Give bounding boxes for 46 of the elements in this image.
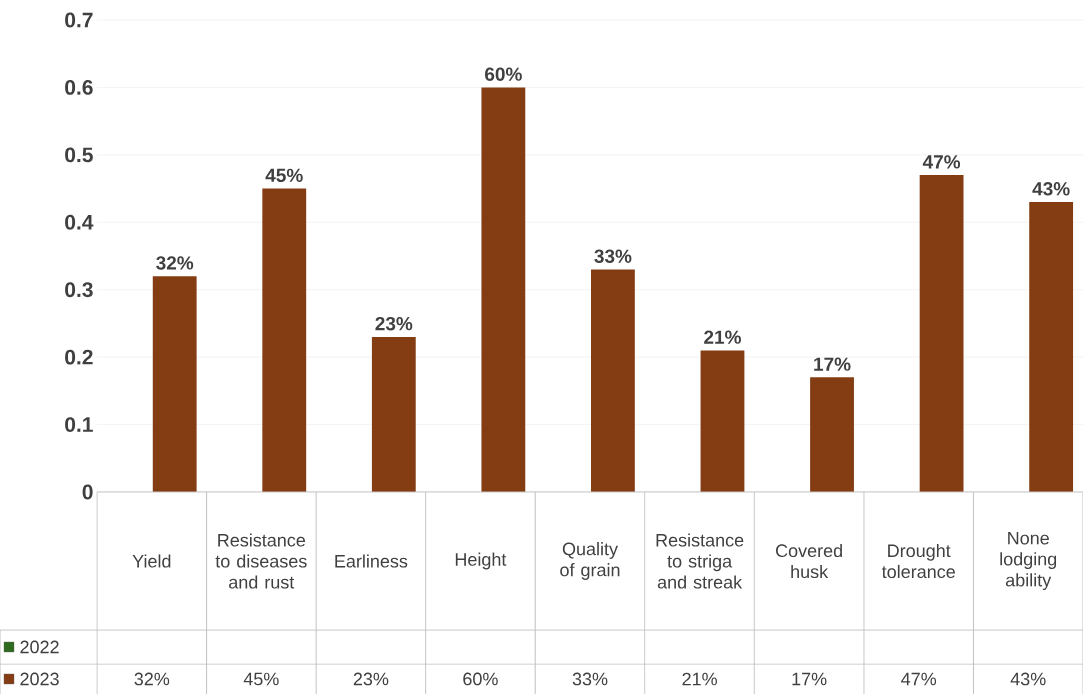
y-tick-label: 0 bbox=[82, 484, 93, 500]
data-label: 60% bbox=[463, 672, 498, 686]
data-label: 43% bbox=[1010, 672, 1046, 686]
x-tick-label: Quality of grain bbox=[560, 542, 620, 580]
text: 21% bbox=[704, 330, 741, 344]
data-label: 21% bbox=[682, 672, 717, 686]
bar bbox=[152, 276, 197, 492]
bar bbox=[262, 188, 307, 492]
text: 47% bbox=[922, 155, 961, 169]
legend-label: 2022 bbox=[20, 640, 59, 654]
text: 45% bbox=[265, 168, 303, 183]
x-tick-label: Covered husk bbox=[776, 543, 842, 579]
data-label: 47% bbox=[901, 672, 937, 686]
data-label: 33% bbox=[572, 672, 608, 686]
legend-label: 2023 bbox=[20, 672, 59, 686]
y-tick-label: 0.3 bbox=[65, 282, 93, 298]
x-tick-label: Height bbox=[455, 552, 507, 570]
text: 33% bbox=[594, 249, 632, 263]
x-tick-label: Drought tolerance bbox=[881, 543, 955, 579]
y-tick-label: 0.6 bbox=[65, 80, 93, 95]
bar bbox=[810, 377, 854, 492]
bar bbox=[371, 336, 416, 492]
y-tick-label: 0.5 bbox=[65, 147, 93, 163]
x-tick-label: None lodging ability bbox=[1000, 531, 1057, 591]
bar bbox=[1029, 202, 1074, 492]
x-tick-label: Resistance to striga and streak bbox=[656, 533, 744, 589]
x-tick-label: Resistance to diseases and rust bbox=[215, 533, 307, 589]
data-label: 17% bbox=[792, 672, 827, 686]
text: 17% bbox=[814, 357, 851, 371]
data-label: 32% bbox=[134, 672, 170, 686]
bar bbox=[481, 87, 526, 492]
text: 23% bbox=[375, 316, 413, 331]
y-tick-label: 0.2 bbox=[65, 349, 93, 365]
x-tick-label: Yield bbox=[132, 554, 171, 568]
text: 60% bbox=[485, 67, 522, 81]
data-label: 23% bbox=[353, 672, 389, 686]
bar bbox=[919, 175, 964, 492]
bar bbox=[700, 350, 745, 492]
y-tick-label: 0.1 bbox=[65, 417, 93, 432]
x-tick-label: Earliness bbox=[335, 554, 408, 568]
y-tick-label: 0.4 bbox=[65, 214, 94, 230]
text: 32% bbox=[156, 256, 194, 270]
data-label: 45% bbox=[243, 672, 279, 686]
bar bbox=[591, 269, 635, 492]
y-tick-label: 0.7 bbox=[65, 12, 93, 28]
text: 43% bbox=[1032, 182, 1070, 196]
